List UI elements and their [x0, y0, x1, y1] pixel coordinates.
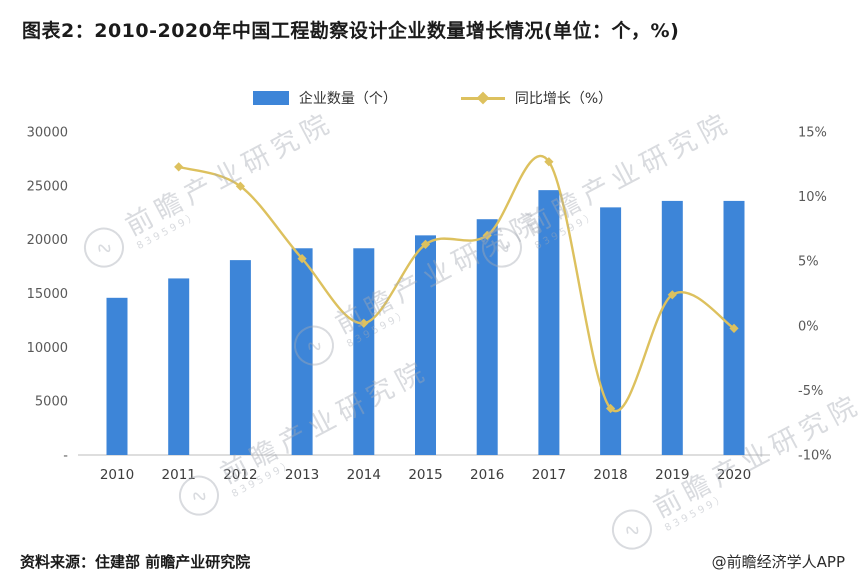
svg-text:15000: 15000 [27, 287, 68, 302]
svg-text:2018: 2018 [593, 467, 627, 483]
svg-text:30000: 30000 [27, 126, 68, 141]
left-axis-ticks: - 5000 10000 15000 20000 25000 30000 [27, 126, 69, 464]
legend-label-enterprise-count: 企业数量（个） [298, 91, 397, 107]
legend-label-yoy-growth: 同比增长（%） [514, 91, 613, 107]
watermark-logo-icon: ∿ [605, 502, 660, 557]
line-group [174, 154, 739, 414]
chart-title: 图表2：2010-2020年中国工程勘察设计企业数量增长情况(单位：个，%) [22, 20, 680, 42]
svg-text:15%: 15% [798, 126, 827, 141]
bars-group [106, 190, 745, 455]
chart-area: - 5000 10000 15000 20000 25000 30000 -10% -5% 0% 5… [0, 100, 865, 557]
svg-text:2020: 2020 [717, 467, 751, 483]
source-note: 资料来源：住建部 前瞻产业研究院 [20, 553, 251, 571]
svg-text:2010: 2010 [100, 467, 134, 483]
chart-canvas: - 5000 10000 15000 20000 25000 30000 -10% -5% 0% 5… [27, 126, 832, 484]
svg-text:2013: 2013 [285, 467, 319, 483]
bar-swatch-icon [252, 91, 289, 105]
svg-text:2015: 2015 [408, 467, 442, 483]
svg-text:-10%: -10% [798, 449, 832, 464]
line-swatch-icon [460, 91, 505, 105]
svg-text:2016: 2016 [470, 467, 504, 483]
svg-text:2019: 2019 [655, 467, 689, 483]
svg-text:2017: 2017 [532, 467, 566, 483]
svg-text:5%: 5% [798, 255, 819, 270]
legend-item-enterprise-count: 企业数量（个） [252, 88, 397, 108]
svg-text:2012: 2012 [223, 467, 257, 483]
x-axis-ticks: 2010 2011 2012 2013 2014 2015 2016 2017 2018 2019… [100, 467, 751, 483]
legend-item-yoy-growth: 同比增长（%） [460, 88, 613, 108]
credit-note: @前瞻经济学人APP [711, 553, 845, 571]
svg-text:20000: 20000 [27, 233, 68, 248]
chart-footer: 资料来源：住建部 前瞻产业研究院 @前瞻经济学人APP [0, 551, 865, 572]
svg-text:10%: 10% [798, 190, 827, 205]
svg-text:10000: 10000 [27, 341, 68, 356]
svg-text:0%: 0% [798, 319, 819, 334]
svg-text:-5%: -5% [798, 384, 823, 399]
svg-text:2011: 2011 [162, 467, 196, 483]
svg-text:2014: 2014 [347, 467, 381, 483]
svg-text:-: - [63, 449, 68, 464]
right-axis-ticks: -10% -5% 0% 5% 10% 15% [798, 126, 832, 464]
svg-text:5000: 5000 [35, 395, 68, 410]
chart-legend: 企业数量（个） 同比增长（%） [0, 88, 865, 108]
svg-text:25000: 25000 [27, 179, 68, 194]
